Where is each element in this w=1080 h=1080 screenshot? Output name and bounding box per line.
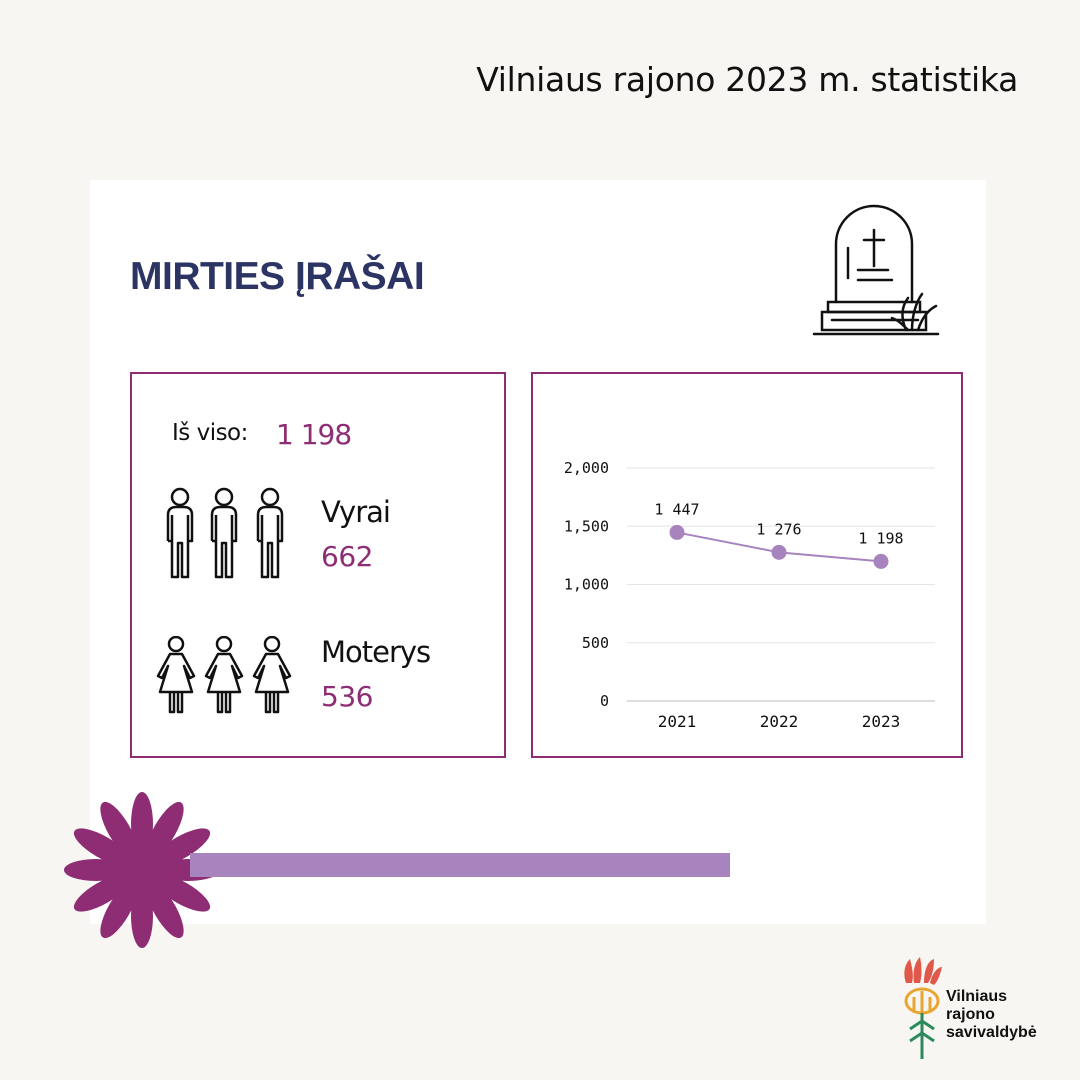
total-value: 1 198 bbox=[276, 418, 352, 451]
flower-petal bbox=[153, 874, 211, 912]
flower-decoration bbox=[64, 792, 220, 948]
y-tick-label: 500 bbox=[582, 634, 609, 652]
flower-petal bbox=[153, 828, 211, 866]
men-value: 662 bbox=[321, 540, 373, 573]
logo-line-1: Vilniaus bbox=[946, 988, 1008, 1005]
flower-petal bbox=[100, 881, 138, 939]
logo-line-3: savivaldybė bbox=[946, 1024, 1037, 1041]
data-label: 1 447 bbox=[654, 500, 699, 518]
flower-petal bbox=[131, 792, 153, 856]
section-title: MIRTIES ĮRAŠAI bbox=[130, 255, 425, 298]
data-point bbox=[669, 524, 685, 540]
municipality-logo-icon bbox=[904, 957, 942, 1059]
y-tick-label: 2,000 bbox=[564, 459, 609, 477]
flower-petal bbox=[146, 881, 184, 939]
women-label: Moterys bbox=[321, 635, 431, 669]
data-point bbox=[771, 544, 787, 560]
total-label: Iš viso: bbox=[172, 420, 248, 446]
municipality-logo-text: Vilniaus rajono savivaldybė bbox=[946, 988, 1037, 1042]
chart-panel bbox=[531, 372, 963, 758]
y-tick-label: 0 bbox=[600, 692, 609, 710]
x-tick-label: 2021 bbox=[658, 712, 697, 731]
decorative-bar bbox=[190, 853, 730, 877]
logo-line-2: rajono bbox=[946, 1006, 995, 1023]
data-label: 1 198 bbox=[858, 529, 903, 547]
flower-petal bbox=[100, 801, 138, 859]
x-tick-label: 2023 bbox=[862, 712, 901, 731]
summary-panel bbox=[130, 372, 506, 758]
women-value: 536 bbox=[321, 680, 373, 713]
data-point bbox=[873, 553, 889, 569]
deaths-line-chart: 0 500 1,000 1,500 2,000 2021 2022 2023 1 447 1 27… bbox=[564, 459, 935, 731]
x-tick-label: 2022 bbox=[760, 712, 799, 731]
y-tick-label: 1,000 bbox=[564, 576, 609, 594]
flower-petal bbox=[73, 828, 131, 866]
flower-petal bbox=[64, 859, 128, 881]
flower-petal bbox=[146, 801, 184, 859]
men-icon bbox=[166, 487, 284, 579]
gravestone-icon bbox=[812, 204, 940, 336]
page-title: Vilniaus rajono 2023 m. statistika bbox=[476, 60, 1018, 99]
women-icon bbox=[156, 636, 292, 714]
flower-petal bbox=[73, 874, 131, 912]
y-tick-label: 1,500 bbox=[564, 517, 609, 535]
data-label: 1 276 bbox=[756, 520, 801, 538]
flower-petal bbox=[131, 884, 153, 948]
men-label: Vyrai bbox=[321, 495, 391, 529]
